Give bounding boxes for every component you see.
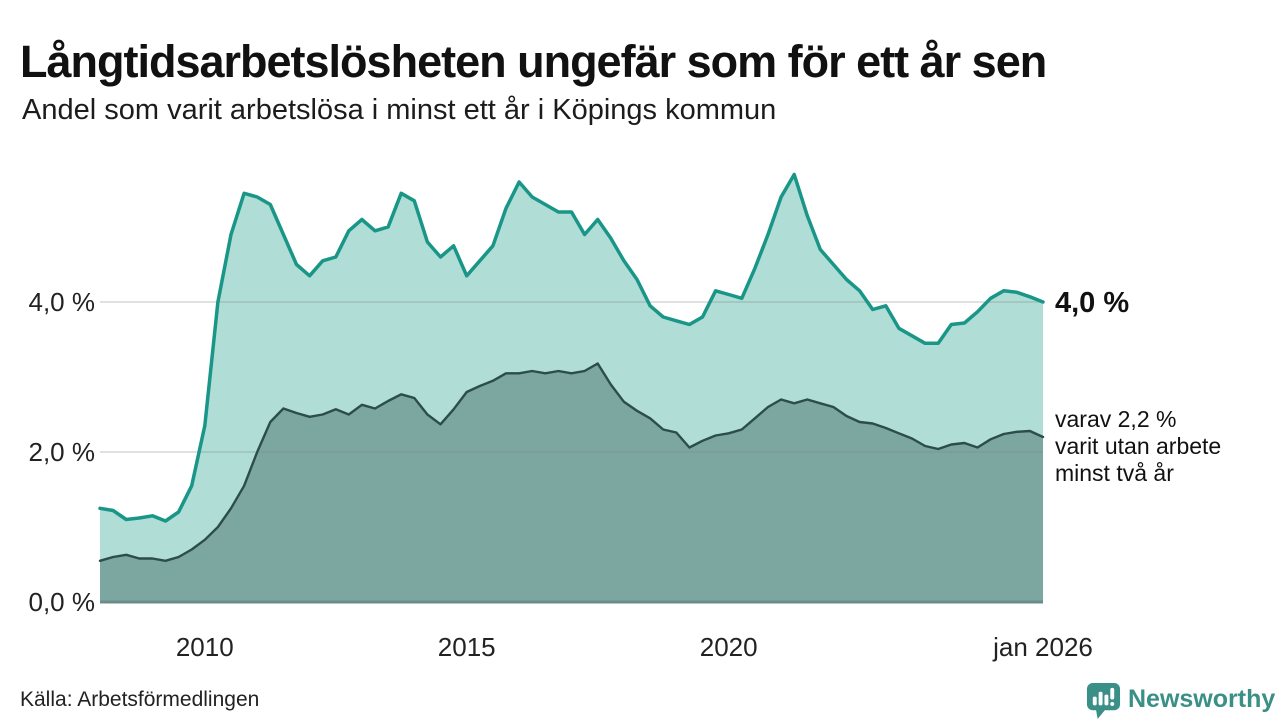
chart-subtitle: Andel som varit arbetslösa i minst ett å… <box>22 94 777 126</box>
page-title: Långtidsarbetslösheten ungefär som för e… <box>20 36 1047 88</box>
source-note: Källa: Arbetsförmedlingen <box>20 688 260 711</box>
dark-annotation-line: varav 2,2 % <box>1055 406 1177 432</box>
x-tick-label: 2010 <box>175 632 234 662</box>
newsworthy-wordmark: Newsworthy <box>1128 685 1276 713</box>
x-tick-label: 2015 <box>437 632 496 662</box>
dark-annotation-line: minst två år <box>1055 460 1174 486</box>
dark-series-line <box>98 362 1045 562</box>
y-tick-label: 4,0 % <box>28 287 96 317</box>
dark-annotation-line: varit utan arbete <box>1055 433 1222 459</box>
x-tick-label: 2020 <box>699 632 758 662</box>
x-tick-label: jan 2026 <box>993 632 1093 662</box>
total-series-line <box>98 172 1045 523</box>
y-tick-label: 0,0 % <box>28 587 96 617</box>
y-tick-label: 2,0 % <box>28 437 96 467</box>
total-end-value-label: 4,0 % <box>1055 287 1130 319</box>
newsworthy-bubble-chart-icon <box>1086 683 1121 719</box>
newsworthy-logo: Newsworthy <box>1086 682 1275 719</box>
dark-series-annotation: varav 2,2 % varit utan arbete minst två år <box>1055 406 1221 487</box>
dark-area-fill <box>100 363 1043 602</box>
